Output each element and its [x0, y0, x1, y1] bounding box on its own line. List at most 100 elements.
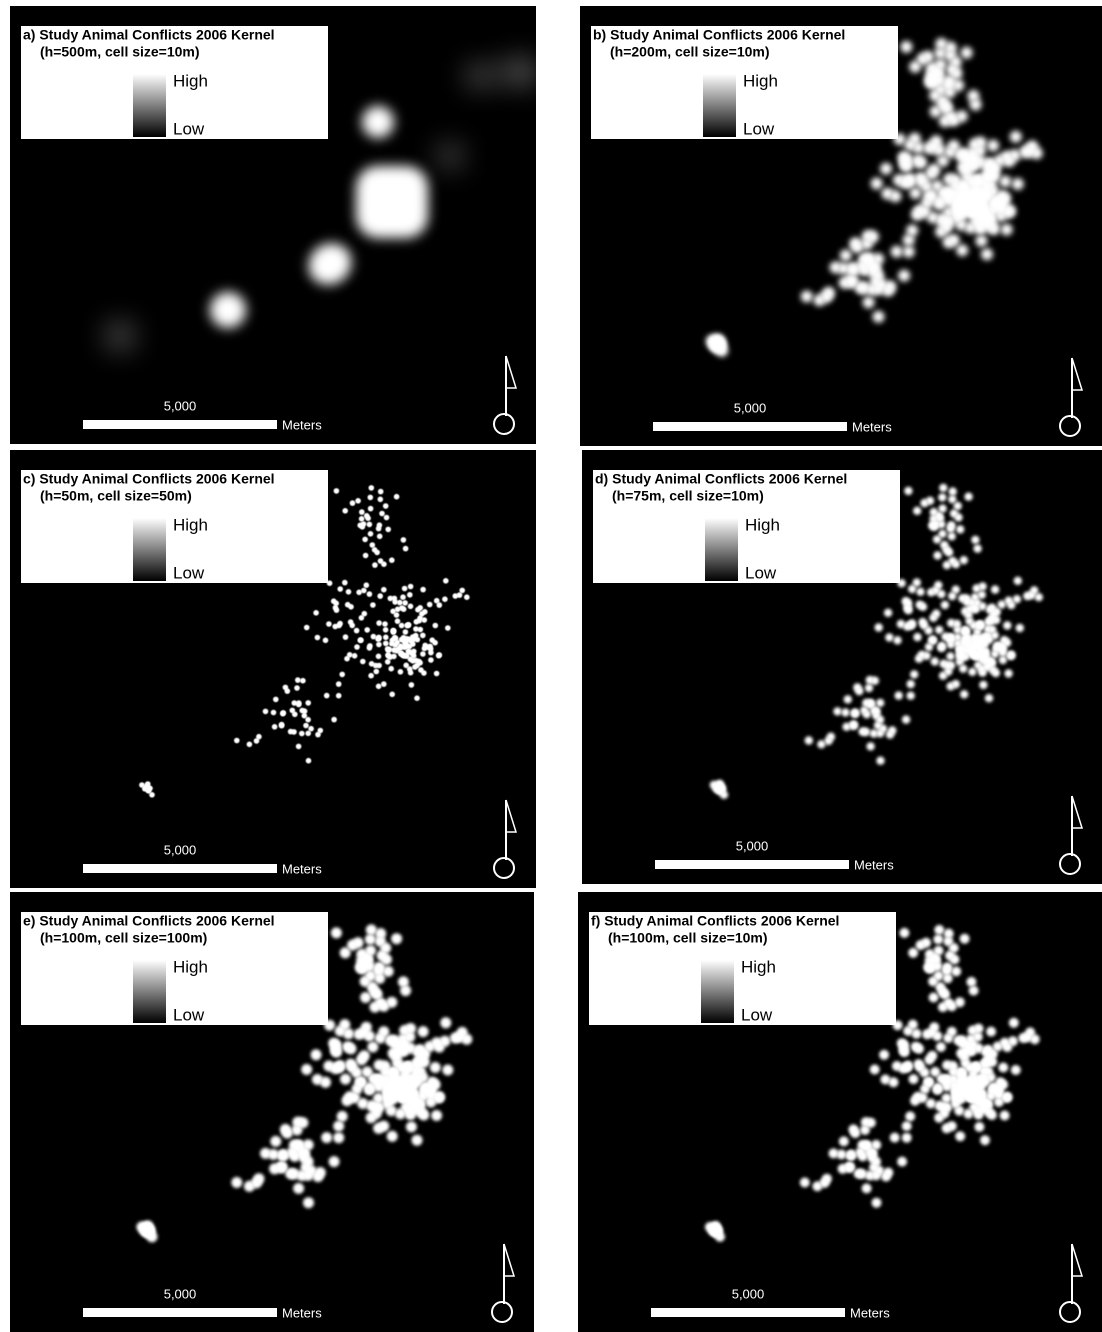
density-blob [210, 292, 246, 328]
density-spot [362, 537, 368, 543]
density-spot [305, 731, 311, 737]
density-spot [348, 619, 354, 625]
density-spot [385, 527, 391, 533]
density-spot [376, 635, 382, 641]
legend-gradient [703, 74, 736, 137]
density-spot [998, 1063, 1008, 1073]
density-spot [367, 645, 373, 651]
density-spot [374, 669, 380, 675]
density-spot [902, 715, 910, 723]
density-spot [146, 785, 152, 791]
density-spot [926, 1099, 936, 1109]
density-spot [304, 625, 310, 631]
density-spot [347, 652, 353, 658]
density-spot [385, 652, 391, 658]
legend-gradient [133, 518, 166, 581]
density-spot [289, 1151, 300, 1162]
density-spot [956, 525, 964, 533]
density-spot [418, 1026, 429, 1037]
density-spot [949, 487, 957, 495]
density-spot [931, 520, 939, 528]
density-spot [948, 495, 956, 503]
density-spot [403, 663, 409, 669]
density-spot [271, 710, 277, 716]
density-spot [368, 495, 374, 501]
density-spot [908, 948, 918, 958]
density-spot [406, 1121, 417, 1132]
density-spot [303, 1197, 314, 1208]
density-spot [916, 588, 924, 596]
density-spot [432, 640, 438, 646]
density-spot [895, 691, 903, 699]
density-spot [991, 585, 999, 593]
density-spot [970, 651, 978, 659]
density-spot [303, 723, 309, 729]
density-spot [842, 723, 850, 731]
density-spot [939, 484, 947, 492]
density-spot [986, 606, 994, 614]
density-spot [884, 281, 896, 293]
density-spot [312, 1074, 323, 1085]
density-spot [839, 1136, 849, 1146]
map-panel: d) Study Animal Conflicts 2006 Kernel(h=… [582, 450, 1102, 884]
density-spot [932, 1031, 942, 1041]
density-spot [331, 927, 342, 938]
density-spot [987, 140, 999, 152]
density-spot [364, 582, 370, 588]
legend-title: a) Study Animal Conflicts 2006 Kernel [23, 27, 275, 43]
density-spot [350, 500, 356, 506]
density-spot [408, 656, 414, 662]
density-spot [383, 635, 389, 641]
density-spot [342, 580, 348, 586]
density-spot [898, 151, 910, 163]
density-spot [881, 188, 893, 200]
scale-unit: Meters [854, 857, 894, 872]
density-spot [890, 1133, 900, 1143]
density-spot [370, 542, 376, 548]
density-spot [305, 700, 311, 706]
density-spot [992, 197, 1004, 209]
density-spot [933, 934, 943, 944]
density-spot [947, 661, 955, 669]
density-spot [951, 966, 961, 976]
scale-value: 5,000 [736, 838, 769, 853]
density-spot [308, 726, 314, 732]
density-spot [355, 1077, 366, 1088]
density-spot [999, 176, 1011, 188]
density-spot [961, 607, 969, 615]
density-spot [926, 497, 934, 505]
density-spot [397, 600, 403, 606]
density-spot [900, 1047, 910, 1057]
density-spot [876, 699, 884, 707]
density-spot [966, 977, 976, 987]
density-spot [957, 1035, 967, 1045]
density-spot [270, 1136, 281, 1147]
density-spot [331, 598, 337, 604]
density-spot [1009, 149, 1021, 161]
density-spot [944, 146, 956, 158]
density-spot [403, 640, 409, 646]
density-spot [897, 1157, 907, 1167]
density-spot [358, 961, 369, 972]
density-spot [973, 1096, 983, 1106]
density-spot [437, 652, 443, 658]
density-spot [947, 619, 955, 627]
density-spot [365, 934, 376, 945]
density-blob [106, 322, 134, 350]
density-spot [354, 644, 360, 650]
density-spot [418, 1110, 429, 1121]
density-spot [862, 699, 870, 707]
density-spot [231, 1177, 242, 1188]
density-spot [391, 654, 397, 660]
density-spot [457, 592, 463, 598]
density-spot [360, 992, 371, 1003]
density-spot [328, 1038, 339, 1049]
scale-unit: Meters [850, 1305, 890, 1320]
density-spot [924, 626, 932, 634]
density-spot [344, 1091, 355, 1102]
density-spot [362, 611, 368, 617]
density-spot [331, 717, 337, 723]
density-spot [315, 1167, 326, 1178]
density-spot [863, 296, 875, 308]
density-spot [381, 587, 387, 593]
